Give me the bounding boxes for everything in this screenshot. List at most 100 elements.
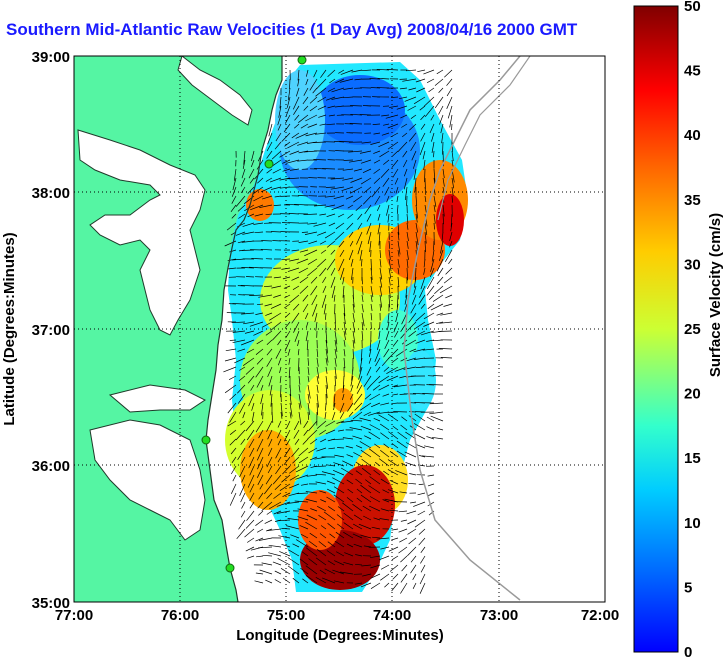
y-axis-label: Latitude (Degrees:Minutes) bbox=[1, 232, 18, 425]
velocity-arrow bbox=[412, 392, 426, 395]
velocity-arrow bbox=[420, 564, 426, 573]
velocity-arrow bbox=[298, 384, 301, 393]
velocity-arrow bbox=[281, 543, 291, 548]
velocity-arrow bbox=[255, 519, 264, 526]
velocity-arrow bbox=[306, 514, 318, 521]
velocity-arrow bbox=[357, 222, 363, 230]
velocity-arrow bbox=[316, 549, 327, 557]
velocity-arrow bbox=[267, 465, 273, 474]
velocity-arrow bbox=[307, 258, 318, 265]
velocity-arrow bbox=[380, 508, 390, 512]
velocity-arrow bbox=[354, 402, 363, 411]
velocity-arrow bbox=[424, 231, 427, 244]
colorbar-tick-label: 0 bbox=[684, 644, 692, 659]
velocity-arrow bbox=[303, 420, 309, 428]
velocity-arrow bbox=[427, 474, 435, 477]
velocity-arrow bbox=[337, 447, 345, 449]
grid bbox=[74, 56, 605, 602]
velocity-arrow bbox=[262, 554, 273, 557]
velocity-arrow bbox=[440, 240, 444, 254]
velocity-arrow bbox=[369, 393, 381, 401]
velocity-arrow bbox=[340, 69, 354, 75]
velocity-arrow bbox=[268, 552, 282, 557]
velocity-arrow bbox=[275, 465, 282, 475]
velocity-arrow bbox=[348, 411, 354, 417]
velocity-arrow bbox=[355, 445, 363, 449]
velocity-arrow bbox=[250, 159, 255, 168]
velocity-arrow bbox=[329, 78, 336, 84]
velocity-arrow bbox=[393, 384, 408, 388]
velocity-arrow bbox=[307, 429, 318, 440]
velocity-arrow bbox=[356, 488, 363, 494]
velocity-arrow bbox=[360, 177, 372, 185]
velocity-arrow bbox=[352, 348, 354, 359]
velocity-arrow bbox=[239, 465, 246, 478]
velocity-arrow bbox=[254, 580, 264, 584]
velocity-arrow bbox=[342, 502, 354, 512]
velocity-arrow bbox=[405, 285, 408, 298]
velocity-arrow bbox=[231, 321, 246, 324]
velocity-arrow bbox=[241, 312, 255, 315]
velocity-arrow bbox=[266, 168, 273, 174]
velocity-arrow bbox=[355, 554, 363, 557]
velocity-arrow bbox=[422, 348, 435, 351]
velocity-arrow bbox=[261, 562, 273, 566]
velocity-arrow bbox=[381, 114, 390, 117]
velocity-arrow bbox=[256, 465, 264, 478]
velocity-arrow bbox=[441, 231, 444, 242]
velocity-arrow bbox=[409, 123, 417, 131]
velocity-arrow bbox=[274, 579, 282, 584]
velocity-arrow bbox=[438, 105, 444, 115]
velocity-arrow bbox=[338, 240, 345, 248]
velocity-arrow bbox=[232, 339, 246, 344]
velocity-arrow bbox=[370, 285, 374, 298]
velocity-arrow bbox=[265, 474, 273, 485]
velocity-arrow bbox=[417, 492, 426, 496]
velocity-arrow bbox=[352, 321, 356, 333]
velocity-arrow bbox=[343, 339, 346, 347]
velocity-arrow bbox=[334, 357, 337, 367]
velocity-arrow bbox=[309, 78, 318, 91]
velocity-arrow bbox=[248, 168, 255, 179]
velocity-arrow bbox=[368, 357, 372, 364]
velocity-arrow bbox=[376, 537, 390, 540]
velocity-arrow bbox=[352, 294, 355, 308]
velocity-arrow bbox=[366, 213, 372, 222]
velocity-arrow bbox=[259, 204, 273, 208]
velocity-arrow bbox=[414, 321, 426, 329]
velocity-arrow bbox=[284, 339, 291, 352]
velocity-arrow bbox=[370, 402, 381, 408]
velocity-arrow bbox=[415, 443, 426, 449]
velocity-arrow bbox=[277, 339, 282, 346]
velocity-arrow bbox=[291, 132, 300, 139]
velocity-arrow bbox=[328, 222, 336, 227]
velocity-arrow bbox=[400, 424, 408, 431]
velocity-arrow bbox=[424, 222, 428, 235]
velocity-arrow bbox=[372, 536, 381, 539]
velocity-arrow bbox=[308, 447, 318, 454]
velocity-arrow bbox=[304, 231, 318, 235]
velocity-arrow bbox=[426, 436, 435, 440]
velocity-arrow bbox=[268, 375, 273, 387]
velocity-arrow bbox=[246, 348, 255, 354]
velocity-arrow bbox=[334, 375, 336, 386]
velocity-arrow bbox=[267, 429, 273, 440]
velocity-arrow bbox=[426, 276, 435, 290]
velocity-arrow bbox=[395, 470, 408, 476]
velocity-arrow bbox=[354, 78, 363, 81]
velocity-arrow bbox=[431, 141, 435, 153]
colorbar-tick-label: 25 bbox=[684, 321, 701, 338]
velocity-arrow bbox=[240, 510, 246, 518]
velocity-arrow bbox=[327, 105, 336, 109]
velocity-arrow bbox=[264, 483, 273, 495]
velocity-arrow bbox=[370, 276, 373, 284]
velocity-arrow bbox=[305, 547, 318, 557]
velocity-arrow bbox=[398, 510, 408, 513]
velocity-arrow bbox=[352, 411, 363, 420]
velocity-arrow bbox=[268, 123, 273, 137]
velocity-arrow bbox=[415, 339, 426, 344]
velocity-arrow bbox=[281, 258, 291, 261]
velocity-arrow bbox=[316, 402, 319, 415]
velocity-arrow bbox=[320, 249, 327, 254]
velocity-arrow bbox=[302, 96, 309, 105]
